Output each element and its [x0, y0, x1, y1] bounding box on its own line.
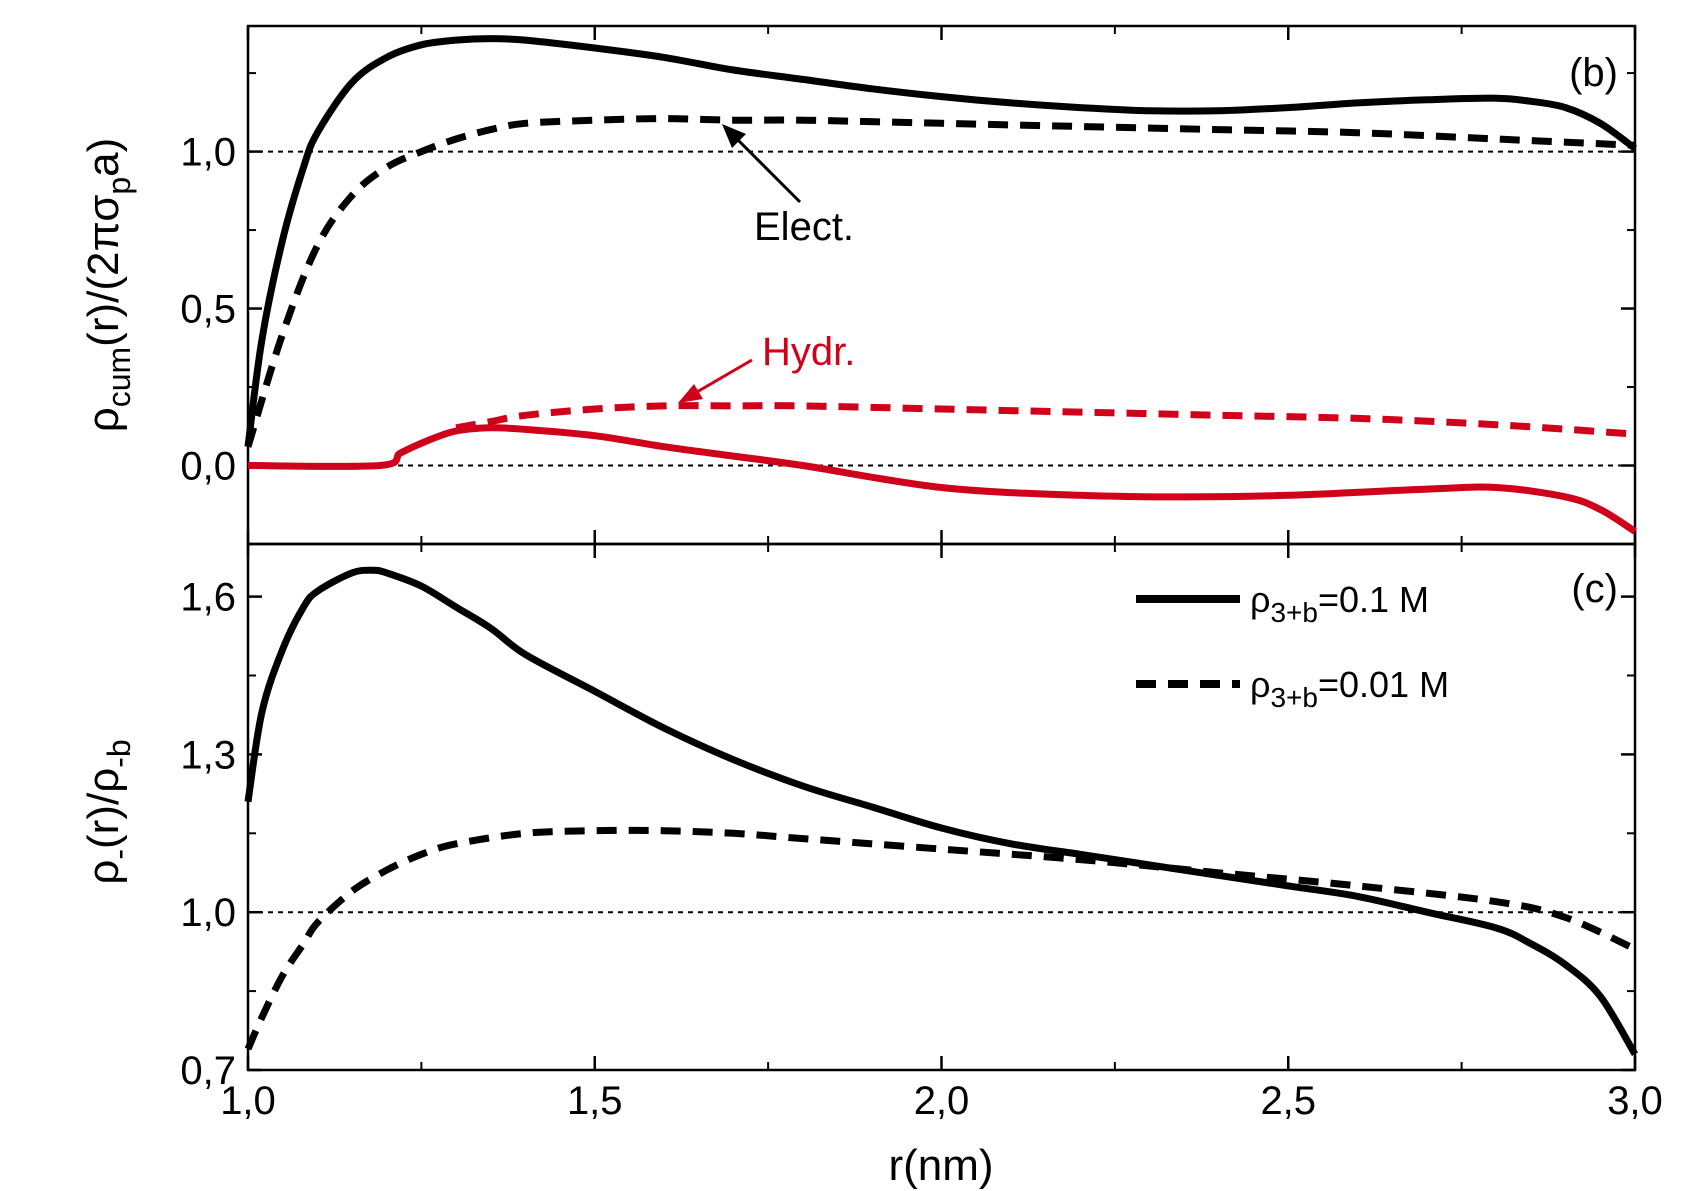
- x-tick-label: 1,0: [220, 1079, 276, 1123]
- series-line-b-2: [247, 424, 1637, 535]
- panel-c-y-title-part: -b: [101, 739, 137, 767]
- series-line-b-3: [455, 402, 1636, 438]
- y-tick-label: 1,3: [180, 733, 236, 777]
- x-tick-label: 3,0: [1607, 1079, 1663, 1123]
- panel-b-label: (b): [1569, 51, 1618, 95]
- panel-b-y-title-part: p: [101, 177, 137, 195]
- panel-c-series: [244, 566, 1639, 1057]
- series-line-b-0: [244, 35, 1638, 448]
- panel-b-series: [244, 35, 1638, 535]
- panel-c-y-title-part: ρ: [79, 860, 128, 885]
- panel-b-reference-lines: [248, 150, 1635, 467]
- legend-entry-1-part: =0.01 M: [1318, 664, 1449, 705]
- elect-arrowhead: [722, 124, 746, 148]
- panel-c-y-axis-title: ρ-(r)/ρ-b: [79, 739, 137, 884]
- panel-c-y-title-part: (r)/ρ: [79, 768, 128, 849]
- legend-entry-0-part: 3+b: [1270, 597, 1318, 628]
- series-line-c-0: [244, 566, 1639, 1057]
- elect-label: Elect.: [754, 205, 854, 249]
- x-tick-label: 1,5: [567, 1079, 623, 1123]
- series-line-c-1: [244, 826, 1637, 1051]
- y-tick-label: 1,6: [180, 576, 236, 620]
- series-line-b-1: [244, 115, 1636, 448]
- legend-entry-1: ρ3+b=0.01 M: [1250, 664, 1449, 713]
- hydr-label: Hydr.: [762, 330, 855, 374]
- y-tick-label: 0,5: [180, 288, 236, 332]
- y-tick-label: 1,0: [180, 891, 236, 935]
- elect-arrow: [728, 130, 802, 204]
- panel-c-x-tick-labels: 1,0 1,5 2,0 2,5 3,0: [220, 1079, 1663, 1123]
- legend-entry-1-part: ρ: [1250, 664, 1270, 705]
- legend-entry-0-part: =0.1 M: [1318, 579, 1429, 620]
- panel-b-y-title-part: (r)/(2πσ: [79, 195, 128, 347]
- panel-c-ticks: [246, 544, 1637, 1072]
- panel-c: 0,71,01,31,6 1,0 1,5 2,0 2,5 3,0 (c) ρ-(r)/ρ…: [79, 542, 1663, 1190]
- legend-entry-1-part: 3+b: [1270, 682, 1318, 713]
- panel-b-y-title-part: a): [79, 138, 128, 177]
- y-tick-label: 1,0: [180, 131, 236, 175]
- panel-b-y-title-part: cum: [101, 347, 137, 407]
- hydr-annotation: Hydr.: [678, 330, 855, 403]
- y-tick-label: 0,0: [180, 445, 236, 489]
- legend: ρ3+b=0.1 M ρ3+b=0.01 M: [1136, 579, 1449, 713]
- legend-entry-0-part: ρ: [1250, 579, 1270, 620]
- x-tick-label: 2,0: [914, 1079, 970, 1123]
- hydr-arrow: [689, 358, 753, 398]
- y-tick-label: 0,7: [180, 1049, 236, 1093]
- panel-b: 0,0 0,5 1,0 (b) ρcum(r)/(2πσpa) Elect. Hyd…: [79, 24, 1638, 546]
- panel-b-y-title-part: ρ: [79, 407, 128, 432]
- panel-c-label: (c): [1571, 567, 1618, 611]
- elect-annotation: Elect.: [722, 124, 854, 249]
- panel-b-y-axis-title: ρcum(r)/(2πσpa): [79, 138, 137, 433]
- x-tick-label: 2,5: [1260, 1079, 1316, 1123]
- panel-c-y-title-part: -: [101, 849, 137, 860]
- panel-b-y-tick-labels: 0,0 0,5 1,0: [180, 131, 236, 489]
- x-axis-title: r(nm): [888, 1141, 993, 1190]
- hydr-arrowhead: [678, 384, 703, 403]
- legend-entry-0: ρ3+b=0.1 M: [1250, 579, 1429, 628]
- panel-c-y-tick-labels: 0,7 1,0 1,3 1,6: [180, 576, 236, 1093]
